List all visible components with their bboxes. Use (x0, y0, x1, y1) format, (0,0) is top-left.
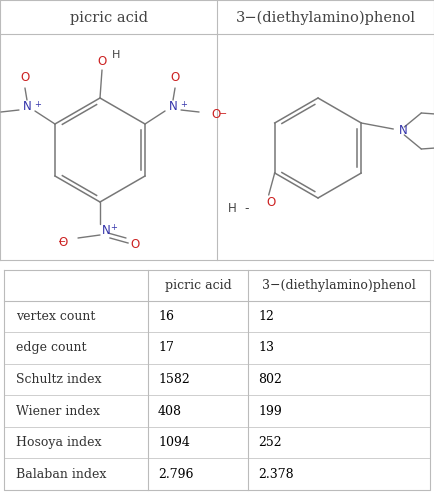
Text: 13: 13 (258, 341, 274, 354)
Text: H: H (228, 203, 237, 215)
Text: edge count: edge count (16, 341, 86, 354)
Text: Hosoya index: Hosoya index (16, 436, 102, 449)
Text: vertex count: vertex count (16, 310, 95, 323)
Text: +: + (34, 100, 41, 109)
Text: 1582: 1582 (158, 373, 190, 386)
Text: H: H (112, 50, 120, 60)
Text: N: N (169, 99, 178, 113)
Text: 802: 802 (258, 373, 282, 386)
Text: 408: 408 (158, 404, 182, 418)
Text: N: N (102, 223, 111, 237)
Text: Balaban index: Balaban index (16, 468, 106, 481)
Text: +: + (180, 100, 187, 109)
Text: O: O (97, 55, 107, 68)
Text: N: N (399, 124, 408, 137)
Text: O: O (130, 238, 139, 250)
Text: 2.796: 2.796 (158, 468, 194, 481)
Text: 1094: 1094 (158, 436, 190, 449)
Text: picric acid: picric acid (164, 279, 231, 292)
Text: 2.378: 2.378 (258, 468, 294, 481)
Text: +: + (110, 223, 117, 232)
Text: O: O (266, 196, 275, 210)
Text: 17: 17 (158, 341, 174, 354)
Text: Wiener index: Wiener index (16, 404, 100, 418)
Text: 3−(diethylamino)phenol: 3−(diethylamino)phenol (236, 11, 415, 25)
Text: O: O (211, 107, 220, 121)
Text: 12: 12 (258, 310, 274, 323)
Text: picric acid: picric acid (69, 11, 148, 25)
Text: 3−(diethylamino)phenol: 3−(diethylamino)phenol (262, 279, 416, 292)
Text: Schultz index: Schultz index (16, 373, 102, 386)
Text: N: N (23, 99, 31, 113)
Text: 252: 252 (258, 436, 282, 449)
Text: 199: 199 (258, 404, 282, 418)
Text: −: − (219, 109, 227, 119)
Text: -: - (244, 203, 249, 215)
Text: O: O (20, 71, 30, 84)
Text: O: O (171, 71, 180, 84)
Text: −: − (58, 237, 66, 247)
Text: 16: 16 (158, 310, 174, 323)
Text: O: O (59, 236, 68, 248)
